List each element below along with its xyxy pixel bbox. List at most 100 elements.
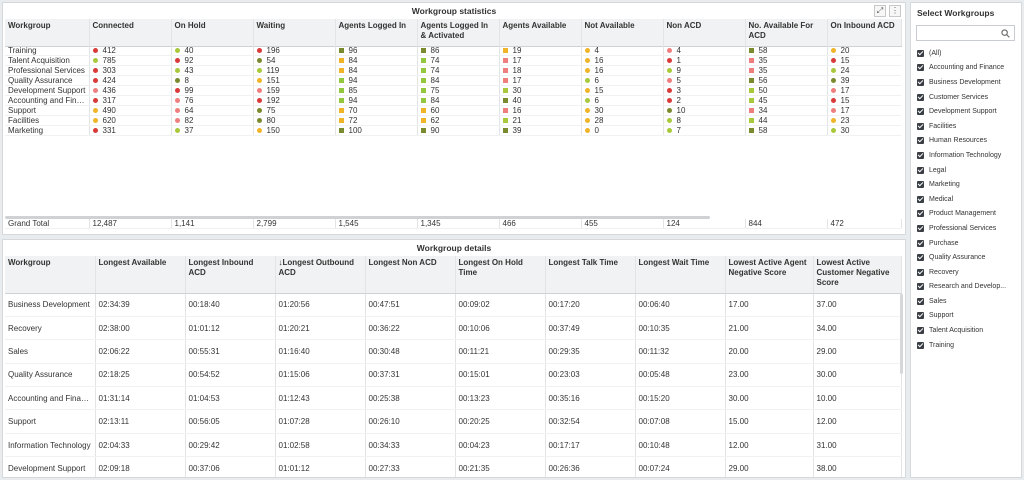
stats-column-header[interactable]: Waiting [253, 19, 336, 47]
stats-value: 317 [102, 96, 116, 105]
expand-icon[interactable]: ⤢ [874, 5, 886, 17]
details-row[interactable]: Information Technology 02:04:33 00:29:42 01… [5, 433, 902, 458]
checkbox-checked-icon[interactable] [917, 312, 924, 320]
checkbox-checked-icon[interactable] [917, 239, 924, 247]
checkbox-checked-icon[interactable] [917, 210, 924, 218]
stats-row[interactable]: Support 490 64 75 70 60 16 30 10 34 17 [5, 105, 901, 116]
workgroup-checkbox-item[interactable]: Quality Assurance [917, 250, 1021, 265]
stats-row[interactable]: Professional Services 303 43 119 84 74 18 16 9 35… [5, 65, 901, 76]
details-column-header[interactable]: Longest On Hold Time [455, 256, 546, 294]
checkbox-checked-icon[interactable] [917, 49, 924, 57]
stats-row[interactable]: Facilities 620 82 80 72 62 21 28 8 44 23 [5, 115, 901, 126]
details-vertical-scrollbar[interactable] [900, 294, 903, 374]
details-column-header[interactable]: Longest Wait Time [635, 256, 726, 294]
stats-row[interactable]: Talent Acquisition 785 92 54 84 74 17 16 1 35 15 [5, 55, 901, 66]
workgroup-checkbox-item[interactable]: Medical [917, 192, 1021, 207]
details-column-header[interactable]: ↓Longest Outbound ACD [275, 256, 366, 294]
checkbox-checked-icon[interactable] [917, 254, 924, 262]
stats-column-header[interactable]: Agents Logged In [335, 19, 418, 47]
checkbox-checked-icon[interactable] [917, 122, 924, 130]
checkbox-checked-icon[interactable] [917, 327, 924, 335]
more-vertical-icon[interactable]: ⋮ [889, 5, 901, 17]
stats-column-header[interactable]: No. Available For ACD [745, 19, 828, 47]
details-column-header[interactable]: Longest Non ACD [365, 256, 456, 294]
stats-row[interactable]: Quality Assurance 424 8 151 94 84 17 6 5 56 39 [5, 75, 901, 86]
details-column-header[interactable]: Lowest Active Customer Negative Score [813, 256, 902, 294]
workgroup-checkbox-item[interactable]: Legal [917, 163, 1021, 178]
workgroup-checkbox-item[interactable]: Research and Develop... [917, 280, 1021, 295]
checkbox-checked-icon[interactable] [917, 78, 924, 86]
search-icon[interactable] [1001, 29, 1010, 38]
workgroup-checkbox-item[interactable]: Purchase [917, 236, 1021, 251]
stats-column-header[interactable]: On Hold [171, 19, 254, 47]
workgroup-checkbox-item[interactable]: Marketing [917, 177, 1021, 192]
workgroup-checkbox-item[interactable]: Talent Acquisition [917, 323, 1021, 338]
checkbox-checked-icon[interactable] [917, 151, 924, 159]
details-column-header[interactable]: Longest Inbound ACD [185, 256, 276, 294]
status-indicator [584, 88, 590, 93]
workgroup-checkbox-item[interactable]: Product Management [917, 207, 1021, 222]
details-row[interactable]: Development Support 02:09:18 00:37:06 01:01… [5, 456, 902, 477]
checkbox-checked-icon[interactable] [917, 166, 924, 174]
details-row[interactable]: Quality Assurance 02:18:25 00:54:52 01:15:0… [5, 363, 902, 388]
workgroup-checkbox-item[interactable]: Professional Services [917, 221, 1021, 236]
workgroup-checkbox-item[interactable]: Training [917, 338, 1021, 353]
stats-row[interactable]: Development Support 436 99 159 85 75 30 15 3 50 17 [5, 85, 901, 96]
stats-cell: 196 [253, 46, 336, 56]
checkbox-checked-icon[interactable] [917, 181, 924, 189]
details-row[interactable]: Business Development 02:34:39 00:18:40 01:2… [5, 293, 902, 317]
checkbox-checked-icon[interactable] [917, 108, 924, 116]
status-indicator [338, 98, 344, 103]
details-column-header[interactable]: Longest Available [95, 256, 186, 294]
details-row[interactable]: Recovery 02:38:00 01:01:12 01:20:21 00:36:22… [5, 316, 902, 341]
workgroup-checkbox-item[interactable]: Facilities [917, 119, 1021, 134]
workgroup-checkbox-item[interactable]: (All) [917, 46, 1021, 61]
details-row[interactable]: Support 02:13:11 00:56:05 01:07:28 00:26:10 0… [5, 409, 902, 434]
workgroup-checkbox-item[interactable]: Customer Services [917, 90, 1021, 105]
details-cell: 00:07:24 [635, 456, 726, 477]
checkbox-checked-icon[interactable] [917, 195, 924, 203]
checkbox-checked-icon[interactable] [917, 137, 924, 145]
checkbox-checked-icon[interactable] [917, 224, 924, 232]
checkbox-checked-icon[interactable] [917, 64, 924, 72]
workgroup-checkbox-item[interactable]: Sales [917, 294, 1021, 309]
workgroup-search-input[interactable] [917, 26, 997, 40]
workgroup-checkbox-item[interactable]: Business Development [917, 75, 1021, 90]
stats-row[interactable]: Training 412 40 196 96 86 19 4 4 58 20 [5, 46, 901, 56]
stats-cell: 75 [417, 85, 500, 96]
stats-row[interactable]: Accounting and Finance 317 76 192 94 84 40 6 2 45… [5, 95, 901, 106]
details-row[interactable]: Sales 02:06:22 00:55:31 01:16:40 00:30:48 00:… [5, 339, 902, 364]
details-column-header[interactable]: Lowest Active Agent Negative Score [725, 256, 814, 294]
stats-column-header[interactable]: Agents Available [499, 19, 582, 47]
checkbox-checked-icon[interactable] [917, 297, 924, 305]
checkbox-checked-icon[interactable] [917, 341, 924, 349]
stats-row[interactable]: Marketing 331 37 150 100 90 39 0 7 58 30 [5, 125, 901, 136]
status-indicator [748, 98, 754, 103]
stats-body[interactable]: Training 412 40 196 96 86 19 4 4 58 20 Talent Acqui… [5, 46, 901, 217]
workgroup-checkbox-item[interactable]: Development Support [917, 104, 1021, 119]
workgroup-checkbox-item[interactable]: Recovery [917, 265, 1021, 280]
status-indicator [92, 48, 98, 53]
workgroup-checkbox-label: Support [929, 312, 954, 320]
checkbox-checked-icon[interactable] [917, 283, 924, 291]
stats-horizontal-scrollbar[interactable] [5, 216, 710, 219]
stats-column-header[interactable]: Connected [89, 19, 172, 47]
details-cell: 00:11:21 [455, 339, 546, 364]
stats-column-header[interactable]: Workgroup [5, 19, 90, 47]
workgroup-checkbox-item[interactable]: Accounting and Finance [917, 61, 1021, 76]
stats-column-header[interactable]: On Inbound ACD [827, 19, 902, 47]
checkbox-checked-icon[interactable] [917, 268, 924, 276]
workgroup-checkbox-item[interactable]: Human Resources [917, 134, 1021, 149]
workgroup-checkbox-item[interactable]: Support [917, 309, 1021, 324]
details-row[interactable]: Accounting and Finance 01:31:14 01:04:53 01… [5, 386, 902, 411]
stats-column-header[interactable]: Not Available [581, 19, 664, 47]
stats-column-header[interactable]: Non ACD [663, 19, 746, 47]
workgroup-statistics-panel: Workgroup statistics ⤢ ⋮ Workgroup Connec… [2, 2, 906, 235]
stats-cell: 8 [663, 115, 746, 126]
details-column-header[interactable]: Workgroup [5, 256, 96, 294]
checkbox-checked-icon[interactable] [917, 93, 924, 101]
stats-cell: 85 [335, 85, 418, 96]
details-column-header[interactable]: Longest Talk Time [545, 256, 636, 294]
stats-column-header[interactable]: Agents Logged In & Activated [417, 19, 500, 47]
workgroup-checkbox-item[interactable]: Information Technology [917, 148, 1021, 163]
